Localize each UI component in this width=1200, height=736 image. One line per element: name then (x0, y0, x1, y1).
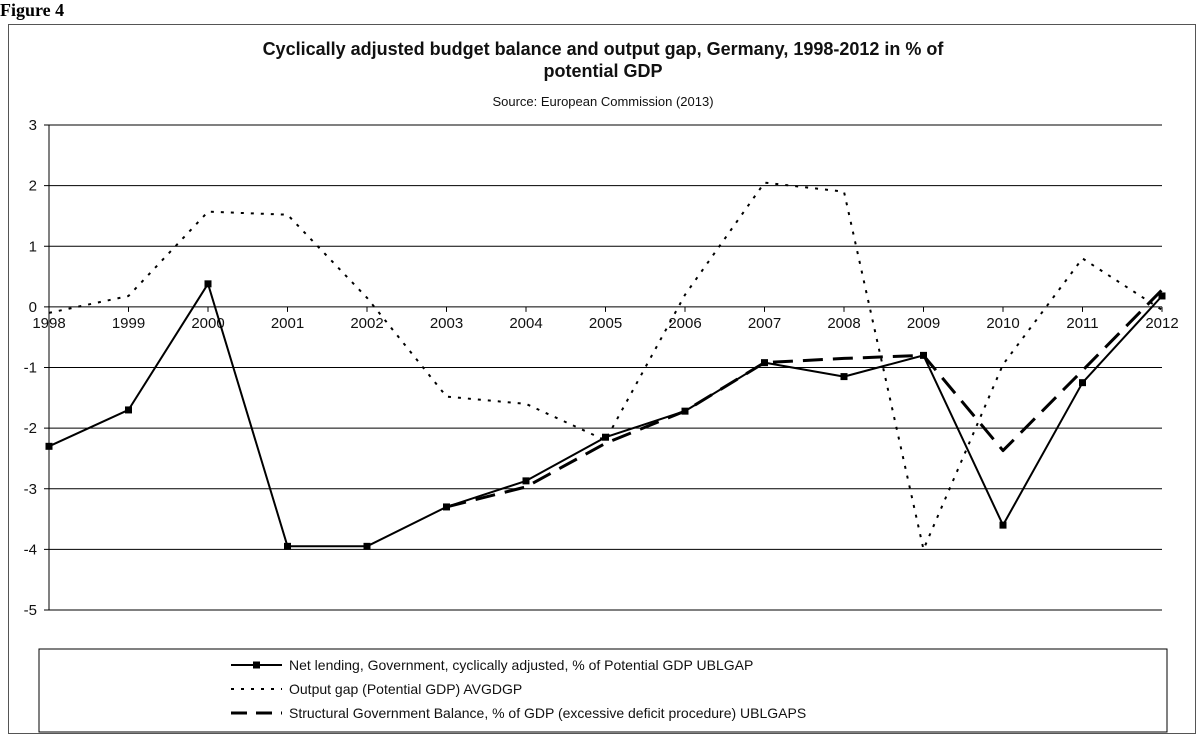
y-tick-label: 1 (29, 238, 37, 255)
x-tick-label: 2003 (430, 315, 463, 332)
x-tick-label: 2009 (907, 315, 940, 332)
chart-title-line: potential GDP (543, 61, 662, 81)
data-point-marker (1158, 292, 1166, 300)
legend-marker (253, 661, 260, 669)
x-tick-label: 1999 (112, 315, 145, 332)
chart-title-line: Cyclically adjusted budget balance and o… (263, 39, 945, 59)
data-point-marker (363, 542, 371, 550)
data-point-marker (602, 433, 609, 441)
x-tick-label: 2011 (1066, 315, 1098, 332)
x-tick-label: 1998 (32, 315, 65, 332)
data-point-marker (204, 280, 212, 288)
series-line-2 (446, 288, 1164, 509)
x-tick-label: 2010 (986, 315, 1019, 332)
x-tick-label: 2006 (668, 315, 701, 332)
data-point-marker (284, 542, 291, 550)
data-point-marker (999, 521, 1007, 529)
y-tick-label: -5 (24, 602, 37, 619)
y-tick-label: -1 (24, 360, 37, 377)
x-tick-label: 2002 (350, 315, 383, 332)
data-point-marker (1079, 379, 1086, 387)
x-tick-label: 2008 (827, 315, 860, 332)
legend-box (38, 648, 1168, 733)
x-tick-label: 2001 (271, 315, 304, 332)
x-tick-label: 2012 (1145, 315, 1178, 332)
chart-frame: Cyclically adjusted budget balance and o… (8, 24, 1196, 734)
x-tick-label: 2000 (191, 315, 224, 332)
data-point-marker (840, 373, 848, 381)
data-point-marker (443, 503, 450, 511)
data-point-marker (45, 442, 53, 450)
figure-label: Figure 4 (0, 0, 65, 20)
x-tick-label: 2004 (509, 315, 542, 332)
line-chart: Cyclically adjusted budget balance and o… (24, 39, 1179, 733)
x-tick-label: 2007 (748, 315, 781, 332)
legend-label: Structural Government Balance, % of GDP … (289, 705, 806, 721)
data-point-marker (761, 359, 768, 367)
y-tick-label: -4 (24, 541, 37, 558)
data-point-marker (522, 477, 530, 485)
y-tick-label: 0 (29, 299, 37, 316)
legend-label: Output gap (Potential GDP) AVGDGP (289, 681, 522, 697)
x-tick-label: 2005 (589, 315, 622, 332)
y-tick-label: 3 (29, 117, 37, 134)
y-tick-label: 2 (29, 178, 37, 195)
legend-label: Net lending, Government, cyclically adju… (289, 657, 753, 673)
series-line-1 (48, 181, 1163, 551)
data-point-marker (125, 406, 132, 414)
y-tick-label: -3 (24, 481, 37, 498)
chart-subtitle: Source: European Commission (2013) (492, 94, 713, 109)
y-tick-label: -2 (24, 420, 37, 437)
